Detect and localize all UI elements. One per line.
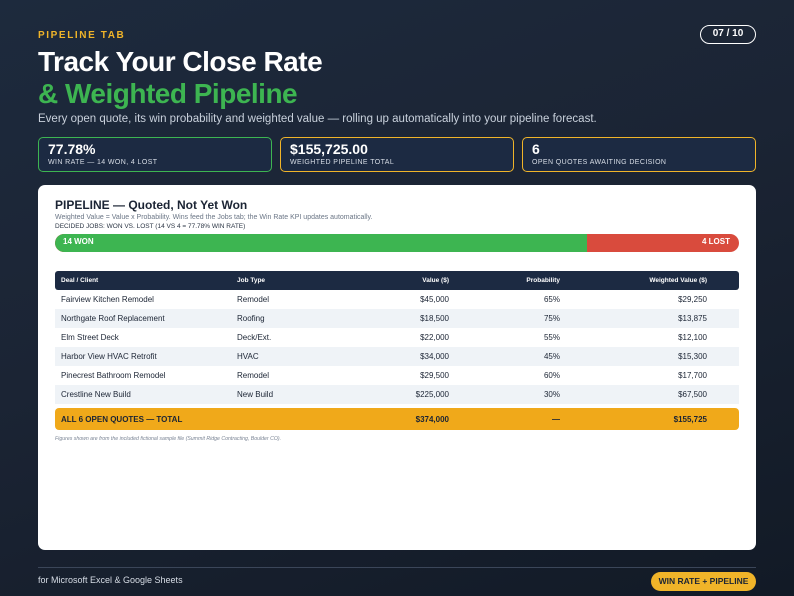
cell-value: $225,000 bbox=[415, 390, 449, 399]
cell-deal: Elm Street Deck bbox=[61, 333, 119, 342]
cell-job-type: HVAC bbox=[237, 352, 259, 361]
table-row: Harbor View HVAC Retrofit HVAC $34,000 4… bbox=[55, 347, 739, 366]
cell-weighted: $67,500 bbox=[678, 390, 707, 399]
kpi-label: WEIGHTED PIPELINE TOTAL bbox=[290, 159, 395, 166]
cell-probability: 65% bbox=[543, 295, 560, 304]
cell-job-type: Remodel bbox=[237, 371, 270, 380]
cell-deal: Harbor View HVAC Retrofit bbox=[61, 352, 157, 361]
column-header: Value ($) bbox=[422, 277, 449, 284]
page-subtitle: Every open quote, its win probability an… bbox=[38, 113, 597, 125]
pipeline-title: PIPELINE — Quoted, Not Yet Won bbox=[55, 198, 248, 212]
column-header: Job Type bbox=[237, 277, 266, 284]
cell-weighted: $29,250 bbox=[678, 295, 707, 304]
kpi-value: 77.78% bbox=[48, 141, 96, 157]
table-row: Elm Street Deck Deck/Ext. $22,000 55% $1… bbox=[55, 328, 739, 347]
cell-deal: Northgate Roof Replacement bbox=[61, 314, 165, 323]
cell-weighted: $13,875 bbox=[678, 314, 707, 323]
lost-label: 4 LOST bbox=[701, 237, 730, 246]
page-title-line-2: & Weighted Pipeline bbox=[38, 78, 298, 109]
cell-job-type: Roofing bbox=[237, 314, 265, 323]
page-indicator-badge: 07 / 10 bbox=[700, 25, 756, 44]
cell-probability: 45% bbox=[543, 352, 560, 361]
kpi-label: OPEN QUOTES AWAITING DECISION bbox=[532, 159, 667, 166]
kpi-value: $155,725.00 bbox=[290, 141, 368, 157]
table-row: Fairview Kitchen Remodel Remodel $45,000… bbox=[55, 290, 739, 309]
cell-value: $18,500 bbox=[420, 314, 449, 323]
column-header: Deal / Client bbox=[61, 277, 99, 284]
total-label: ALL 6 OPEN QUOTES — TOTAL bbox=[61, 414, 183, 424]
table-row: Crestline New Build New Build $225,000 3… bbox=[55, 385, 739, 404]
cell-value: $29,500 bbox=[420, 371, 449, 380]
cell-probability: 60% bbox=[543, 371, 560, 380]
kpi-label: WIN RATE — 14 WON, 4 LOST bbox=[48, 159, 158, 166]
kpi-card-open-quotes: 6 OPEN QUOTES AWAITING DECISION bbox=[522, 137, 756, 172]
kpi-card-weighted-pipeline: $155,725.00 WEIGHTED PIPELINE TOTAL bbox=[280, 137, 514, 172]
table-row: Northgate Roof Replacement Roofing $18,5… bbox=[55, 309, 739, 328]
total-value: $374,000 bbox=[415, 414, 449, 424]
cell-probability: 30% bbox=[543, 390, 560, 399]
table-row: Pinecrest Bathroom Remodel Remodel $29,5… bbox=[55, 366, 739, 385]
cell-job-type: New Build bbox=[237, 390, 274, 399]
total-row: ALL 6 OPEN QUOTES — TOTAL $374,000 — $15… bbox=[55, 408, 739, 430]
cell-deal: Fairview Kitchen Remodel bbox=[61, 295, 154, 304]
cell-value: $45,000 bbox=[420, 295, 449, 304]
cell-deal: Crestline New Build bbox=[61, 390, 131, 399]
decided-jobs-caption: DECIDED JOBS: WON VS. LOST (14 vs 4 = 77… bbox=[55, 223, 246, 230]
cell-probability: 55% bbox=[543, 333, 560, 342]
footer-platform-text: for Microsoft Excel & Google Sheets bbox=[38, 575, 183, 585]
won-label: 14 WON bbox=[63, 237, 94, 246]
cell-job-type: Remodel bbox=[237, 295, 270, 304]
table-header: Deal / Client Job Type Value ($) Probabi… bbox=[55, 271, 739, 290]
footer-divider bbox=[38, 567, 756, 568]
win-loss-bar: 14 WON 4 LOST bbox=[55, 234, 739, 252]
table-footnote: Figures shown are from the included fict… bbox=[55, 436, 282, 442]
column-header: Probability bbox=[526, 277, 560, 284]
footer-feature-pill: WIN RATE + PIPELINE bbox=[651, 572, 756, 591]
cell-deal: Pinecrest Bathroom Remodel bbox=[61, 371, 166, 380]
kpi-card-win-rate: 77.78% WIN RATE — 14 WON, 4 LOST bbox=[38, 137, 272, 172]
page-title-line-1: Track Your Close Rate bbox=[38, 46, 323, 77]
cell-weighted: $12,100 bbox=[678, 333, 707, 342]
total-weighted: $155,725 bbox=[673, 414, 707, 424]
cell-weighted: $17,700 bbox=[678, 371, 707, 380]
cell-job-type: Deck/Ext. bbox=[237, 333, 272, 342]
won-segment bbox=[55, 234, 587, 252]
pipeline-table: Deal / Client Job Type Value ($) Probabi… bbox=[55, 271, 739, 430]
cell-probability: 75% bbox=[543, 314, 560, 323]
total-probability: — bbox=[552, 414, 560, 424]
pipeline-card: PIPELINE — Quoted, Not Yet Won Weighted … bbox=[38, 185, 756, 550]
kpi-value: 6 bbox=[532, 141, 540, 157]
cell-value: $34,000 bbox=[420, 352, 449, 361]
pipeline-note: Weighted Value = Value x Probability. Wi… bbox=[55, 214, 373, 221]
column-header: Weighted Value ($) bbox=[649, 277, 707, 284]
cell-weighted: $15,300 bbox=[678, 352, 707, 361]
section-eyebrow: PIPELINE TAB bbox=[38, 30, 126, 41]
cell-value: $22,000 bbox=[420, 333, 449, 342]
